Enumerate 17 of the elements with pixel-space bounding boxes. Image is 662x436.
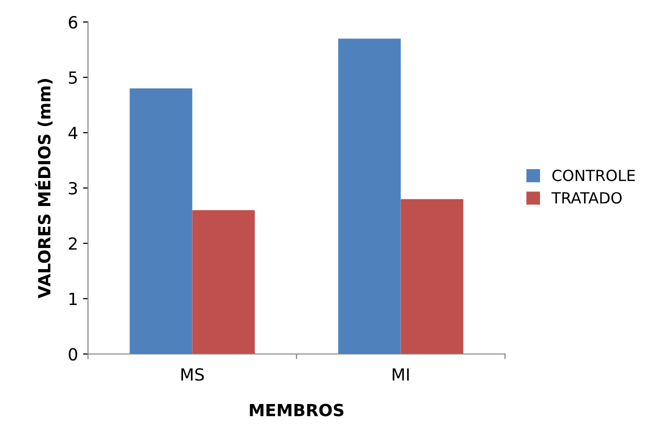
x-tick-label: MS: [181, 368, 204, 381]
y-tick-label: 6: [68, 16, 78, 29]
legend-label: TRATADO: [551, 192, 622, 204]
bar: [192, 210, 255, 354]
x-axis-title: MEMBROS: [250, 404, 344, 416]
bar: [338, 38, 401, 354]
y-tick-label: 0: [68, 348, 78, 361]
y-tick-label: 3: [68, 182, 77, 195]
x-tick-label: MI: [392, 368, 409, 381]
y-tick-label: 2: [68, 237, 77, 250]
y-axis-title: VALORES MÉDIOS (mm): [34, 79, 53, 298]
bar: [400, 199, 464, 354]
y-tick-label: 1: [70, 292, 77, 305]
y-tick-label: 4: [68, 126, 78, 139]
y-tick-label: 5: [68, 72, 77, 84]
bar: [130, 88, 192, 354]
legend-label: CONTROLE: [552, 170, 635, 182]
